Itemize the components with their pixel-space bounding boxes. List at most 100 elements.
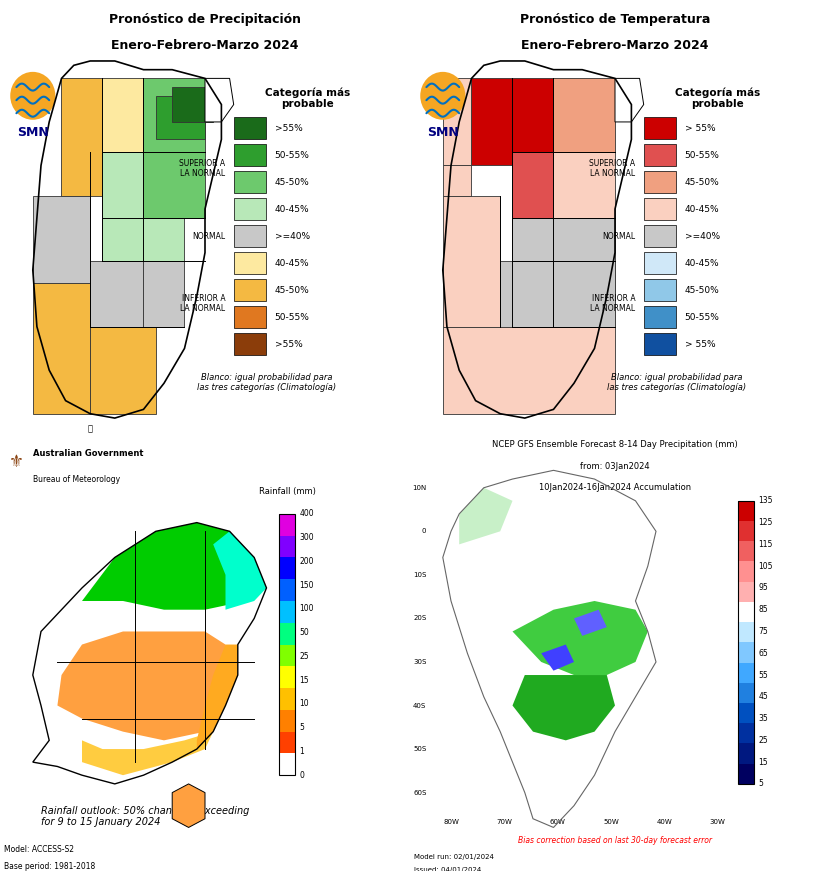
Text: 50-55%: 50-55%	[274, 151, 310, 159]
Text: Categoría más
probable: Categoría más probable	[674, 87, 759, 109]
Circle shape	[420, 72, 465, 120]
Bar	[278, 666, 295, 688]
Bar	[737, 622, 753, 643]
Text: 🐧: 🐧	[88, 424, 93, 433]
Polygon shape	[442, 78, 471, 165]
Text: NORMAL: NORMAL	[602, 232, 635, 240]
Bar	[278, 645, 295, 666]
Polygon shape	[553, 152, 614, 218]
Bar	[737, 521, 753, 541]
Polygon shape	[143, 261, 184, 327]
Bar	[233, 225, 266, 247]
Text: Model run: 02/01/2024: Model run: 02/01/2024	[414, 854, 493, 860]
Bar	[643, 144, 676, 166]
Circle shape	[11, 72, 56, 120]
Text: 85: 85	[758, 605, 767, 614]
Text: 45: 45	[758, 692, 767, 701]
Bar	[737, 683, 753, 703]
Bar	[278, 514, 295, 775]
Text: 95: 95	[758, 584, 767, 592]
Text: 50-55%: 50-55%	[684, 151, 719, 159]
Bar	[737, 541, 753, 562]
Polygon shape	[156, 96, 205, 139]
Text: 115: 115	[758, 540, 772, 549]
Text: Blanco: igual probabilidad para
las tres categorías (Climatología): Blanco: igual probabilidad para las tres…	[197, 373, 336, 392]
Text: 50W: 50W	[602, 819, 618, 825]
Polygon shape	[61, 78, 102, 196]
Polygon shape	[82, 732, 213, 775]
Bar	[643, 198, 676, 220]
Polygon shape	[172, 784, 205, 827]
Bar	[737, 703, 753, 723]
Polygon shape	[143, 78, 205, 152]
Bar	[278, 710, 295, 732]
Text: 200: 200	[299, 557, 314, 566]
Polygon shape	[459, 488, 512, 544]
Polygon shape	[442, 196, 500, 327]
Text: 40-45%: 40-45%	[274, 205, 309, 213]
Polygon shape	[102, 152, 184, 261]
Bar	[737, 582, 753, 602]
Text: >55%: >55%	[274, 340, 302, 348]
Text: 30W: 30W	[708, 819, 725, 825]
Bar	[737, 602, 753, 622]
Bar	[233, 279, 266, 301]
Text: 10Jan2024-16Jan2024 Accumulation: 10Jan2024-16Jan2024 Accumulation	[538, 483, 690, 492]
Bar	[737, 501, 753, 784]
Bar	[737, 663, 753, 683]
Text: 40-45%: 40-45%	[684, 259, 718, 267]
Bar	[278, 579, 295, 601]
Bar	[278, 536, 295, 557]
Bar	[737, 764, 753, 784]
Polygon shape	[197, 645, 238, 749]
Polygon shape	[442, 165, 471, 196]
Text: 20S: 20S	[413, 616, 426, 621]
Text: from: 03Jan2024: from: 03Jan2024	[580, 462, 649, 470]
Bar	[643, 171, 676, 193]
Bar	[643, 252, 676, 274]
Bar	[233, 117, 266, 139]
Polygon shape	[442, 327, 614, 414]
Text: >=40%: >=40%	[274, 232, 310, 240]
Bar	[278, 623, 295, 645]
Text: 150: 150	[299, 581, 314, 590]
Text: 60S: 60S	[413, 790, 426, 795]
Polygon shape	[500, 261, 553, 327]
Text: 100: 100	[299, 604, 314, 613]
Text: 40-45%: 40-45%	[684, 205, 718, 213]
Text: 40W: 40W	[655, 819, 672, 825]
Text: 55: 55	[758, 671, 767, 679]
Text: 25: 25	[758, 736, 767, 745]
Text: SUPERIOR A
LA NORMAL: SUPERIOR A LA NORMAL	[179, 159, 225, 179]
Polygon shape	[512, 218, 614, 261]
Text: > 55%: > 55%	[684, 340, 714, 348]
Bar	[233, 198, 266, 220]
Text: NCEP GFS Ensemble Forecast 8-14 Day Precipitation (mm): NCEP GFS Ensemble Forecast 8-14 Day Prec…	[491, 440, 737, 449]
Text: SMN: SMN	[17, 126, 48, 139]
Text: Rainfall (mm): Rainfall (mm)	[258, 488, 315, 496]
Text: 0: 0	[422, 529, 426, 534]
Text: INFERIOR A
LA NORMAL: INFERIOR A LA NORMAL	[180, 294, 225, 314]
Text: 135: 135	[758, 496, 772, 505]
Bar	[278, 732, 295, 753]
Text: Enero-Febrero-Marzo 2024: Enero-Febrero-Marzo 2024	[521, 39, 708, 52]
Text: 0: 0	[299, 771, 304, 780]
Bar	[278, 688, 295, 710]
Text: Categoría más
probable: Categoría más probable	[265, 87, 350, 109]
Bar	[737, 501, 753, 521]
Text: Issued: 04/01/2024: Issued: 04/01/2024	[414, 867, 481, 871]
Text: >=40%: >=40%	[684, 232, 719, 240]
Bar	[643, 279, 676, 301]
Text: ⚜: ⚜	[9, 453, 24, 470]
Polygon shape	[33, 196, 90, 283]
Text: Rainfall outlook: 50% chance of exceeding
for 9 to 15 January 2024: Rainfall outlook: 50% chance of exceedin…	[41, 806, 249, 827]
Text: 5: 5	[299, 723, 304, 733]
Text: 40-45%: 40-45%	[274, 259, 309, 267]
Text: 15: 15	[758, 758, 767, 766]
Text: SMN: SMN	[427, 126, 458, 139]
Text: 125: 125	[758, 518, 772, 527]
Text: 50S: 50S	[413, 746, 426, 752]
Text: 10: 10	[299, 699, 309, 708]
Text: 40S: 40S	[413, 703, 426, 708]
Text: 50-55%: 50-55%	[274, 313, 310, 321]
